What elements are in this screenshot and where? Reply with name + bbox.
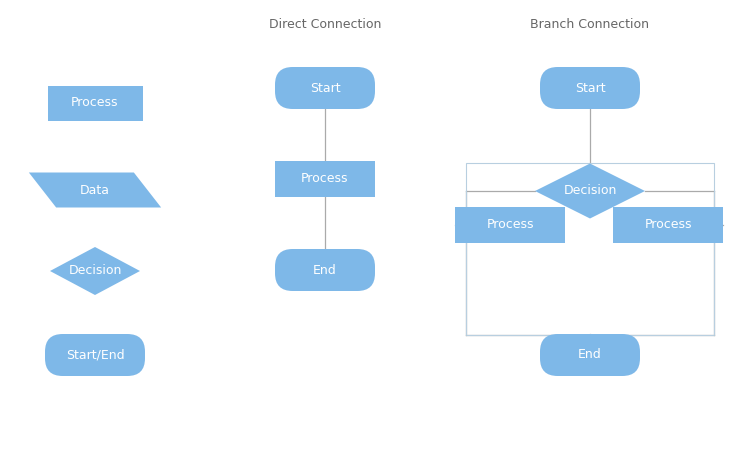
Text: Start/End: Start/End — [66, 349, 124, 362]
Text: Branch Connection: Branch Connection — [530, 18, 650, 32]
Bar — [466, 163, 714, 335]
FancyBboxPatch shape — [45, 334, 145, 376]
Text: Process: Process — [486, 218, 534, 231]
Text: Start: Start — [310, 82, 340, 95]
Text: Process: Process — [302, 172, 349, 185]
FancyBboxPatch shape — [275, 67, 375, 109]
Bar — [47, 86, 142, 120]
Text: Decision: Decision — [563, 184, 616, 198]
Bar — [275, 161, 375, 197]
Polygon shape — [50, 247, 140, 295]
Text: Direct Connection: Direct Connection — [268, 18, 381, 32]
Bar — [613, 207, 723, 243]
FancyBboxPatch shape — [275, 249, 375, 291]
Text: Data: Data — [80, 184, 110, 197]
Polygon shape — [535, 164, 645, 218]
Bar — [455, 207, 565, 243]
FancyBboxPatch shape — [540, 67, 640, 109]
FancyBboxPatch shape — [540, 334, 640, 376]
Text: End: End — [314, 263, 337, 276]
Text: Process: Process — [71, 97, 118, 110]
Polygon shape — [28, 172, 161, 207]
Text: End: End — [578, 349, 602, 362]
Text: Decision: Decision — [68, 264, 122, 277]
Text: Start: Start — [574, 82, 605, 95]
Text: Process: Process — [644, 218, 692, 231]
